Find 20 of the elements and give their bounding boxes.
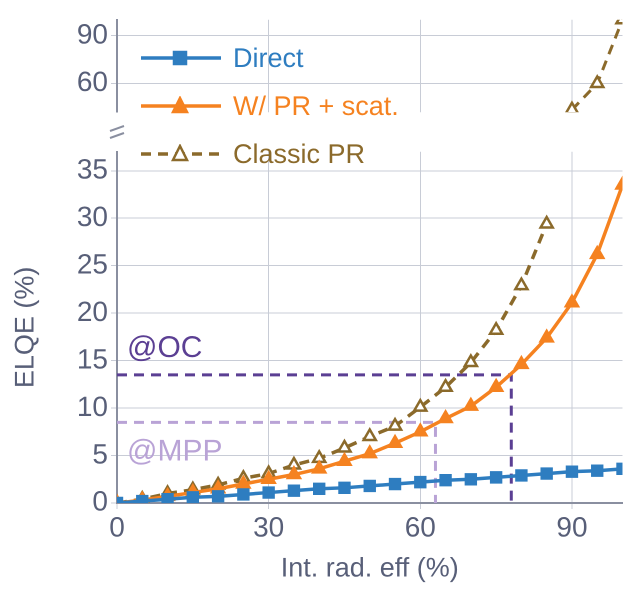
x-tick-label: 30	[253, 512, 284, 543]
y-tick-label: 20	[76, 296, 108, 327]
y-tick-label: 35	[76, 154, 108, 185]
x-tick-label: 60	[404, 512, 436, 543]
annotation: @MPP	[127, 434, 222, 468]
y-tick-label: 15	[76, 343, 108, 374]
legend-label: Classic PR	[233, 138, 366, 171]
y-tick-label: 5	[92, 438, 108, 470]
x-axis-title: Int. rad. eff (%)	[280, 552, 459, 582]
y-tick-label: 30	[76, 200, 108, 232]
y-tick-label: 0	[92, 486, 108, 517]
annotation: @OC	[127, 331, 202, 364]
y-tick-label: 25	[76, 248, 108, 280]
legend-label: Direct	[233, 42, 304, 75]
y-axis-title: ELQE (%)	[10, 266, 40, 388]
y-tick-label: 60	[76, 66, 108, 98]
x-tick-label: 90	[556, 512, 588, 543]
y-tick-label: 10	[76, 390, 108, 422]
legend-label: W/ PR + scat.	[233, 90, 399, 123]
y-tick-label: 90	[76, 18, 108, 50]
